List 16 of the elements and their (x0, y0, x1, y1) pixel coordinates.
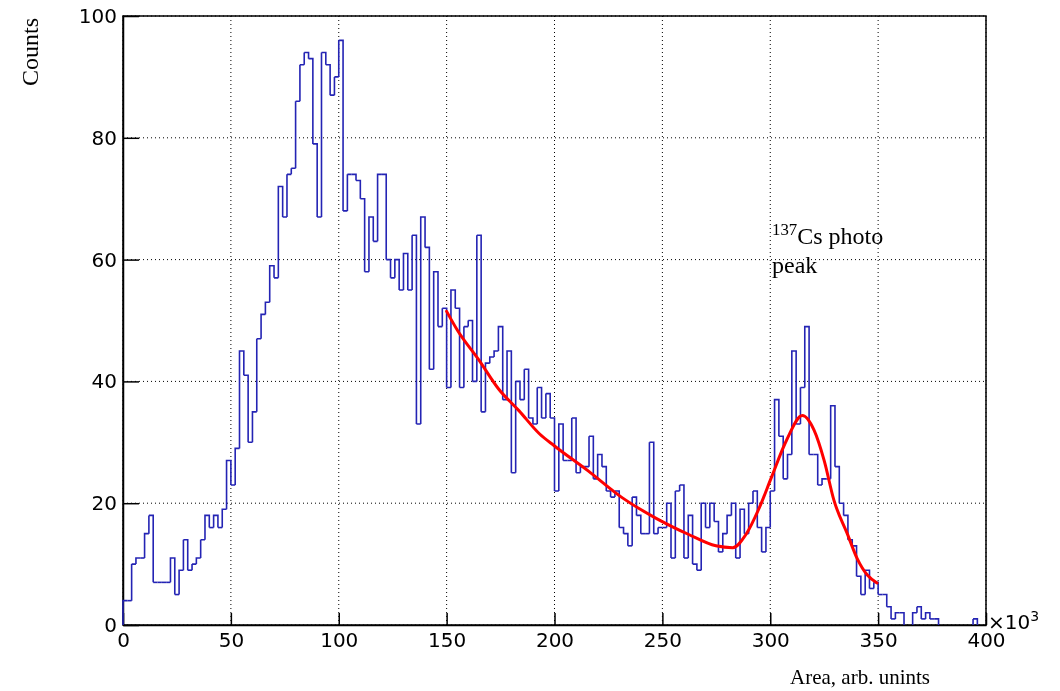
y-tick-label: 80 (91, 125, 117, 150)
x-tick-label: 100 (320, 628, 359, 653)
y-tick-label: 100 (78, 3, 117, 28)
x-tick-label: 250 (643, 628, 682, 653)
y-tick-label: 0 (104, 612, 117, 637)
y-tick-label: 60 (91, 247, 117, 272)
x-tick-label: 300 (751, 628, 790, 653)
y-tick-label: 40 (91, 369, 117, 394)
x-tick-label: 150 (428, 628, 467, 653)
x-tick-label: 50 (218, 628, 245, 653)
x-axis-title: Area, arb. unints (790, 665, 930, 689)
annotation: $^{137}$Cs photo peak (772, 219, 884, 278)
y-tick-label: 20 (91, 491, 117, 516)
x-tick-label: 350 (859, 628, 898, 653)
x-tick-label: 200 (535, 628, 575, 653)
y-axis-title: Counts (17, 18, 43, 87)
